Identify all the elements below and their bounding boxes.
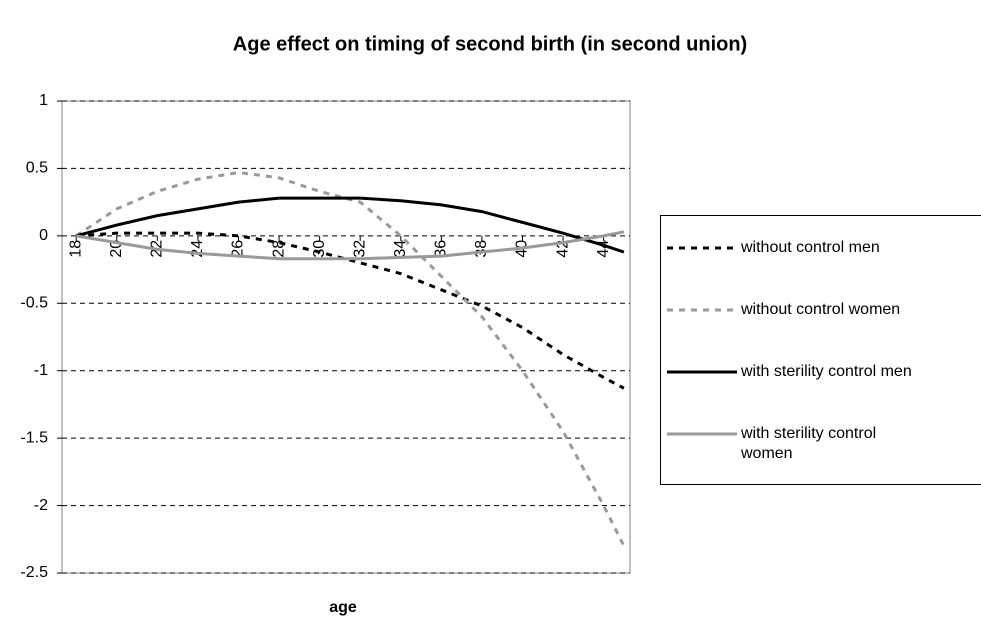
legend-swatch bbox=[667, 432, 737, 436]
x-tick-label: 30 bbox=[311, 240, 328, 258]
legend-label: with sterility control men bbox=[741, 363, 912, 380]
x-tick-label: 18 bbox=[67, 240, 84, 258]
y-tick-label: -2 bbox=[34, 497, 48, 514]
y-tick-label: 0.5 bbox=[26, 160, 48, 177]
legend-swatch bbox=[667, 308, 737, 312]
legend-entry: without control men bbox=[665, 238, 880, 258]
legend: without control men without control women… bbox=[660, 215, 981, 485]
series-line bbox=[76, 231, 625, 390]
legend-entry: without control women bbox=[665, 300, 900, 320]
y-tick-label: 1 bbox=[39, 92, 48, 109]
y-tick-label: -2.5 bbox=[20, 564, 48, 581]
legend-entry: with sterility control women bbox=[665, 424, 916, 464]
legend-swatch bbox=[667, 370, 737, 374]
x-tick-label: 26 bbox=[230, 240, 247, 258]
legend-label: without control men bbox=[741, 239, 880, 256]
legend-entry: with sterility control men bbox=[665, 362, 912, 382]
y-tick-label: -1.5 bbox=[20, 429, 48, 446]
series-line bbox=[75, 170, 626, 547]
series-line bbox=[75, 230, 625, 261]
legend-label: without control women bbox=[741, 301, 901, 318]
y-tick-label: 0 bbox=[39, 227, 48, 244]
legend-swatch bbox=[667, 246, 737, 250]
series-line bbox=[75, 196, 625, 254]
chart-title: Age effect on timing of second birth (in… bbox=[233, 33, 747, 55]
x-tick-label: 38 bbox=[473, 240, 490, 258]
plot-area bbox=[61, 100, 631, 574]
legend-label: with sterility control women bbox=[741, 425, 877, 462]
x-tick-label: 34 bbox=[392, 240, 409, 258]
x-tick-label: 32 bbox=[351, 240, 368, 258]
x-tick-label: 36 bbox=[433, 240, 450, 258]
x-axis-label: age bbox=[329, 599, 357, 616]
y-tick-label: -0.5 bbox=[20, 295, 48, 312]
y-tick-label: -1 bbox=[34, 362, 48, 379]
